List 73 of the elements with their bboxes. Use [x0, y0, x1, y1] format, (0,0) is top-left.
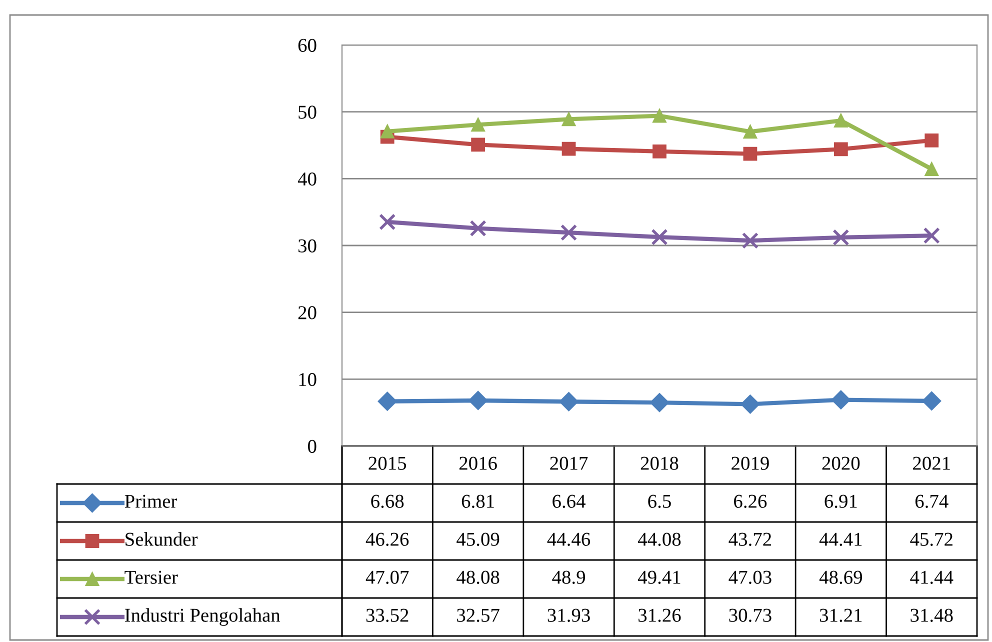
- y-tick-label: 60: [298, 38, 316, 52]
- y-tick-label: 40: [298, 172, 316, 186]
- x-tick-label: 2020: [822, 456, 860, 470]
- point: [924, 162, 939, 176]
- point: [471, 138, 486, 152]
- point: [562, 112, 576, 126]
- data-label: 6.68: [371, 494, 404, 508]
- legend-label: Tersier: [124, 570, 178, 584]
- data-label: 31.26: [638, 608, 681, 622]
- data-label: 44.08: [638, 532, 681, 546]
- data-label: 31.93: [548, 608, 590, 622]
- point: [831, 390, 850, 410]
- x-tick-label: 2017: [550, 456, 588, 470]
- data-label: 44.46: [547, 532, 590, 546]
- data-label: 43.72: [728, 532, 772, 546]
- data-label: 31.21: [820, 608, 862, 622]
- data-label: 49.41: [638, 570, 680, 584]
- data-label: 6.5: [648, 494, 671, 508]
- data-label: 6.91: [824, 494, 857, 508]
- data-label: 6.64: [552, 494, 586, 508]
- point: [560, 224, 578, 241]
- data-label: 31.48: [910, 608, 953, 622]
- x-tick-label: 2018: [640, 456, 678, 470]
- legend-label: Primer: [124, 494, 178, 508]
- point: [834, 142, 848, 156]
- data-label: 46.26: [366, 532, 409, 546]
- legend-label: Industri Pengolahan: [125, 608, 280, 626]
- data-label: 48.9: [552, 570, 586, 584]
- x-tick-label: 2021: [913, 456, 950, 470]
- point: [651, 228, 668, 246]
- point: [650, 393, 670, 412]
- point: [923, 227, 940, 244]
- data-label: 6.26: [734, 494, 767, 508]
- x-tick-label: 2015: [368, 456, 406, 470]
- data-label: 41.44: [910, 570, 954, 584]
- point: [742, 232, 759, 249]
- y-tick-label: 50: [298, 106, 316, 119]
- point: [924, 133, 939, 148]
- point: [470, 220, 486, 237]
- data-label: 32.57: [457, 608, 500, 622]
- point: [378, 392, 397, 411]
- point: [380, 124, 394, 138]
- point: [562, 142, 576, 156]
- point: [471, 118, 486, 132]
- point: [379, 214, 396, 230]
- y-tick-label: 10: [299, 372, 316, 386]
- point: [559, 392, 578, 412]
- point: [468, 390, 488, 410]
- point: [652, 144, 666, 158]
- data-label: 45.72: [910, 532, 952, 546]
- data-label: 44.41: [819, 532, 862, 546]
- x-tick-label: 2019: [732, 456, 769, 470]
- x-tick-label: 2016: [459, 456, 497, 470]
- data-label: 47.03: [728, 570, 772, 584]
- data-label: 48.08: [456, 570, 500, 584]
- y-tick-label: 20: [298, 306, 316, 320]
- point: [740, 394, 760, 414]
- data-label: 48.69: [819, 570, 862, 584]
- point: [832, 229, 850, 246]
- data-label: 6.74: [915, 494, 948, 508]
- point: [834, 114, 848, 128]
- data-label: 47.07: [366, 570, 409, 584]
- point: [922, 391, 942, 410]
- y-tick-label: 30: [298, 239, 316, 252]
- point: [652, 108, 666, 123]
- y-tick-label: 0: [308, 440, 316, 453]
- point: [743, 146, 758, 161]
- legend-label: Sekunder: [126, 532, 198, 546]
- point: [743, 124, 758, 139]
- data-label: 6.81: [462, 494, 494, 508]
- data-label: 30.73: [729, 608, 772, 622]
- data-label: 33.52: [366, 608, 408, 622]
- data-label: 45.09: [456, 532, 500, 546]
